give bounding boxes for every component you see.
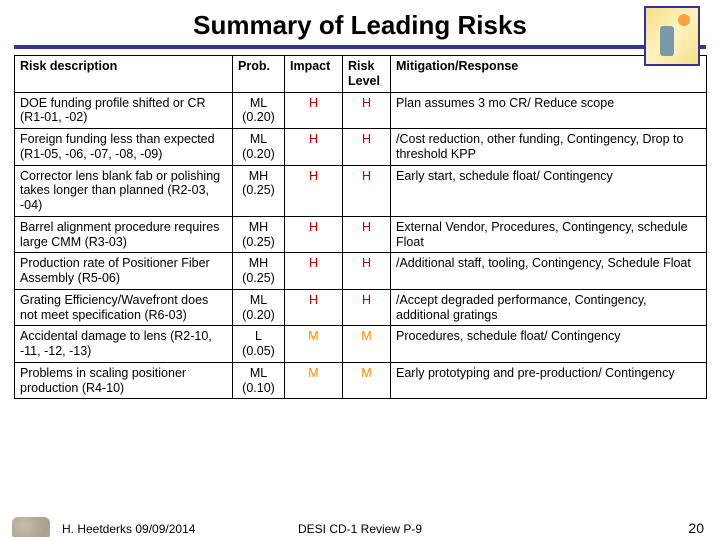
cell-impact: M	[285, 326, 343, 363]
table-row: Corrector lens blank fab or polishing ta…	[15, 165, 707, 216]
page-title: Summary of Leading Risks	[0, 0, 720, 45]
cell-impact: H	[285, 129, 343, 166]
table-row: Foreign funding less than expected (R1-0…	[15, 129, 707, 166]
table-row: DOE funding profile shifted or CR (R1-01…	[15, 92, 707, 129]
cell-level: H	[343, 253, 391, 290]
cell-level: M	[343, 362, 391, 399]
cell-mitigation: Early start, schedule float/ Contingency	[391, 165, 707, 216]
cell-prob: MH (0.25)	[233, 253, 285, 290]
cell-impact: H	[285, 216, 343, 253]
cell-desc: Problems in scaling positioner productio…	[15, 362, 233, 399]
cell-level: H	[343, 165, 391, 216]
cell-prob: ML (0.20)	[233, 92, 285, 129]
col-header-level: Risk Level	[343, 56, 391, 93]
table-row: Problems in scaling positioner productio…	[15, 362, 707, 399]
cell-mitigation: /Accept degraded performance, Contingenc…	[391, 289, 707, 326]
cell-prob: MH (0.25)	[233, 216, 285, 253]
cell-level: M	[343, 326, 391, 363]
risk-table: Risk description Prob. Impact Risk Level…	[14, 55, 707, 399]
cell-mitigation: /Additional staff, tooling, Contingency,…	[391, 253, 707, 290]
cell-desc: Accidental damage to lens (R2-10, -11, -…	[15, 326, 233, 363]
table-row: Production rate of Positioner Fiber Asse…	[15, 253, 707, 290]
cell-desc: DOE funding profile shifted or CR (R1-01…	[15, 92, 233, 129]
col-header-impact: Impact	[285, 56, 343, 93]
cell-mitigation: Procedures, schedule float/ Contingency	[391, 326, 707, 363]
footer-center: DESI CD-1 Review P-9	[0, 522, 720, 536]
cell-impact: H	[285, 289, 343, 326]
corner-logo	[644, 6, 700, 66]
cell-impact: H	[285, 92, 343, 129]
cell-mitigation: External Vendor, Procedures, Contingency…	[391, 216, 707, 253]
cell-level: H	[343, 216, 391, 253]
title-underline	[14, 45, 706, 49]
cell-level: H	[343, 92, 391, 129]
cell-prob: MH (0.25)	[233, 165, 285, 216]
footer-page: 20	[688, 520, 704, 536]
table-body: DOE funding profile shifted or CR (R1-01…	[15, 92, 707, 399]
cell-prob: ML (0.10)	[233, 362, 285, 399]
table-row: Accidental damage to lens (R2-10, -11, -…	[15, 326, 707, 363]
cell-impact: H	[285, 253, 343, 290]
cell-desc: Corrector lens blank fab or polishing ta…	[15, 165, 233, 216]
col-header-prob: Prob.	[233, 56, 285, 93]
cell-desc: Foreign funding less than expected (R1-0…	[15, 129, 233, 166]
cell-level: H	[343, 289, 391, 326]
cell-level: H	[343, 129, 391, 166]
cell-desc: Barrel alignment procedure requires larg…	[15, 216, 233, 253]
cell-prob: ML (0.20)	[233, 129, 285, 166]
table-header: Risk description Prob. Impact Risk Level…	[15, 56, 707, 93]
cell-mitigation: /Cost reduction, other funding, Continge…	[391, 129, 707, 166]
cell-desc: Grating Efficiency/Wavefront does not me…	[15, 289, 233, 326]
cell-desc: Production rate of Positioner Fiber Asse…	[15, 253, 233, 290]
cell-prob: ML (0.20)	[233, 289, 285, 326]
table-row: Grating Efficiency/Wavefront does not me…	[15, 289, 707, 326]
col-header-desc: Risk description	[15, 56, 233, 93]
cell-mitigation: Early prototyping and pre-production/ Co…	[391, 362, 707, 399]
cell-mitigation: Plan assumes 3 mo CR/ Reduce scope	[391, 92, 707, 129]
cell-prob: L (0.05)	[233, 326, 285, 363]
cell-impact: H	[285, 165, 343, 216]
cell-impact: M	[285, 362, 343, 399]
table-row: Barrel alignment procedure requires larg…	[15, 216, 707, 253]
